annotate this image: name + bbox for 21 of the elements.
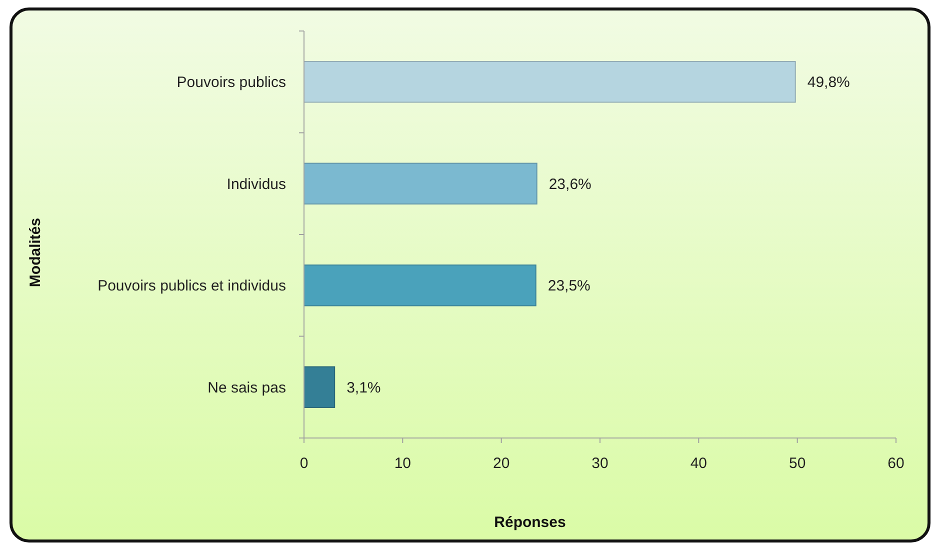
x-tick-label: 40: [690, 455, 708, 472]
bar: [304, 162, 538, 204]
bar: [304, 61, 796, 103]
y-tick-label: Individus: [226, 176, 286, 193]
bar: [304, 366, 336, 408]
x-axis-title: Réponses: [494, 514, 566, 531]
x-tick-label: 0: [300, 455, 308, 472]
y-tick-label: Pouvoirs publics et individus: [98, 278, 286, 295]
x-tick-label: 10: [394, 455, 412, 472]
data-label: 23,6%: [548, 176, 592, 193]
y-tick-label: Ne sais pas: [208, 379, 286, 396]
x-tick-label: 60: [888, 455, 904, 472]
x-tick-label: 30: [592, 455, 608, 472]
x-tick-label: 20: [492, 455, 510, 472]
data-label: 3,1%: [346, 379, 381, 396]
data-label: 23,5%: [548, 278, 590, 295]
y-tick-label: Pouvoirs publics: [176, 74, 286, 92]
x-tick-label: 50: [788, 455, 806, 472]
bar: [304, 264, 536, 306]
data-label: 49,8%: [807, 74, 850, 92]
y-axis-title: Modalités: [27, 218, 44, 288]
